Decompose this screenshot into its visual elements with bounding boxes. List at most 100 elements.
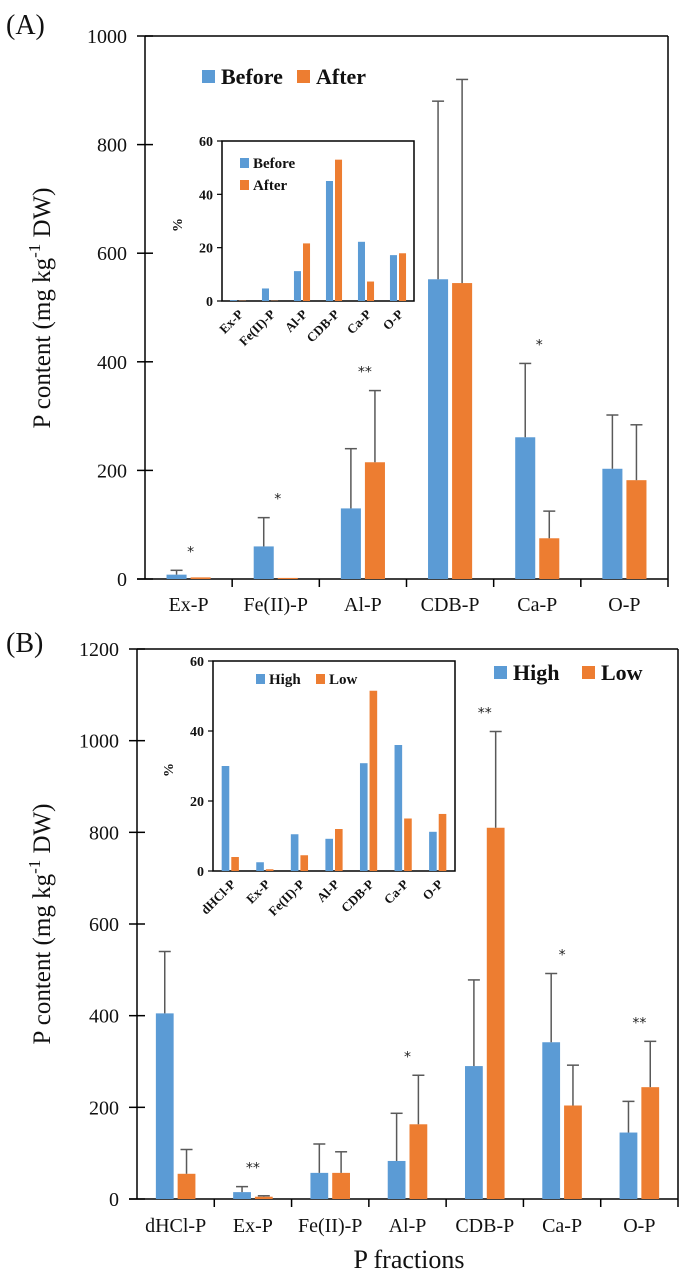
legend-label-before: Before	[221, 64, 283, 89]
inset-y-tick-label: 40	[190, 725, 204, 740]
inset-bar-high	[359, 763, 368, 871]
x-category-label: Fe(II)-P	[298, 1215, 362, 1237]
significance-marker: *	[274, 492, 281, 508]
legend: Before After	[202, 64, 366, 89]
inset-bar-high	[256, 862, 264, 871]
legend: High Low	[494, 660, 643, 685]
inset-bar-before	[389, 255, 397, 301]
y-axis-label-main: P content (mg kg	[29, 257, 56, 428]
significance-marker: *	[187, 544, 194, 560]
inset-bar-after	[335, 159, 343, 301]
bar-before	[515, 437, 536, 579]
x-category-label: Ex-P	[169, 594, 209, 616]
inset-legend-label-low: Low	[329, 672, 358, 688]
legend-swatch-high	[494, 666, 507, 679]
bar-after	[539, 538, 560, 579]
inset-bar-after	[303, 243, 311, 301]
inset-bar-high	[429, 831, 437, 871]
inset-bar-high	[290, 834, 299, 871]
inset-legend-label-before: Before	[253, 156, 296, 172]
x-category-label: Ca-P	[517, 594, 557, 616]
inset-category-label: Fe(II)-P	[265, 876, 307, 918]
x-category-label: dHCl-P	[145, 1215, 206, 1237]
legend-label-low: Low	[601, 660, 643, 685]
bar-low	[564, 1105, 582, 1199]
inset-category-label: Ca-P	[344, 306, 375, 337]
inset-y-tick-label: 60	[190, 655, 204, 670]
inset-category-label: Ca-P	[381, 876, 412, 907]
significance-marker: *	[559, 948, 566, 964]
inset-bar-after	[399, 253, 407, 301]
y-axis-label-sup: -1	[25, 860, 44, 874]
y-tick-label: 800	[89, 822, 119, 844]
inset-y-tick-label: 0	[206, 295, 213, 310]
panel-label: (A)	[6, 10, 45, 41]
x-category-label: Fe(II)-P	[244, 594, 308, 616]
bar-low	[254, 1196, 273, 1199]
y-tick-label: 400	[97, 352, 127, 374]
panel-label: (B)	[6, 628, 43, 659]
y-tick-label: 800	[97, 135, 127, 157]
bar-after	[626, 480, 647, 579]
inset-bar-before	[229, 300, 237, 301]
inset-category-label: Al-P	[314, 876, 343, 905]
bar-after	[364, 462, 385, 579]
bar-low	[641, 1087, 660, 1199]
x-category-label: CDB-P	[421, 594, 480, 616]
inset-y-tick-label: 60	[199, 135, 213, 150]
bar-before	[428, 279, 449, 579]
inset-category-label: Al-P	[282, 306, 311, 335]
inset-category-label: CDB-P	[338, 876, 377, 915]
inset-bar-high	[325, 838, 333, 871]
inset-frame	[221, 140, 415, 302]
inset-y-tick-label: 20	[190, 795, 204, 810]
inset-bar-low	[231, 857, 239, 871]
bar-after	[190, 577, 211, 579]
y-axis-label-tail: DW)	[29, 804, 56, 860]
inset-bar-low	[265, 869, 274, 871]
inset-bar-before	[261, 288, 269, 301]
significance-marker: **	[246, 1161, 260, 1177]
bar-low	[177, 1173, 196, 1199]
inset-y-axis-label: %	[162, 763, 177, 777]
legend-swatch-before	[202, 70, 215, 83]
inset-bar-low	[369, 690, 378, 871]
inset-legend-swatch-before	[240, 158, 249, 168]
x-category-label: O-P	[608, 594, 640, 616]
y-tick-label: 1200	[79, 639, 119, 661]
inset-bar-before	[293, 271, 301, 301]
y-tick-label: 200	[89, 1097, 119, 1119]
legend-swatch-low	[582, 666, 595, 679]
inset-y-tick-label: 40	[199, 188, 213, 203]
bar-high	[387, 1160, 406, 1199]
significance-marker: *	[404, 1049, 411, 1065]
y-tick-label: 600	[97, 243, 127, 265]
bar-low	[409, 1124, 428, 1199]
inset-y-axis-label: %	[171, 218, 186, 232]
y-axis-label-sup: -1	[25, 244, 44, 258]
inset-bar-low	[404, 818, 412, 871]
y-axis-label-main: P content (mg kg	[29, 873, 56, 1044]
inset-category-label: O-P	[419, 876, 445, 902]
inset-category-label: CDB-P	[303, 306, 342, 345]
inset-frame	[212, 660, 456, 872]
bar-high	[233, 1192, 251, 1199]
inset-category-label: dHCl-P	[198, 876, 239, 917]
y-tick-label: 0	[117, 569, 127, 591]
inset-y-tick-label: 20	[199, 242, 213, 257]
bar-after	[277, 577, 298, 579]
x-category-label: Ex-P	[233, 1215, 273, 1237]
inset-category-label: Ex-P	[243, 876, 273, 906]
x-axis-title: P fractions	[354, 1245, 465, 1274]
legend-label-high: High	[513, 660, 559, 685]
inset-category-label: O-P	[380, 306, 406, 332]
inset-bar-high	[394, 745, 403, 871]
y-tick-label: 200	[97, 460, 127, 482]
y-tick-label: 400	[89, 1006, 119, 1028]
bar-before	[602, 468, 623, 579]
significance-marker: *	[536, 337, 543, 353]
inset-y-tick-label: 0	[197, 865, 204, 880]
y-tick-label: 600	[89, 914, 119, 936]
